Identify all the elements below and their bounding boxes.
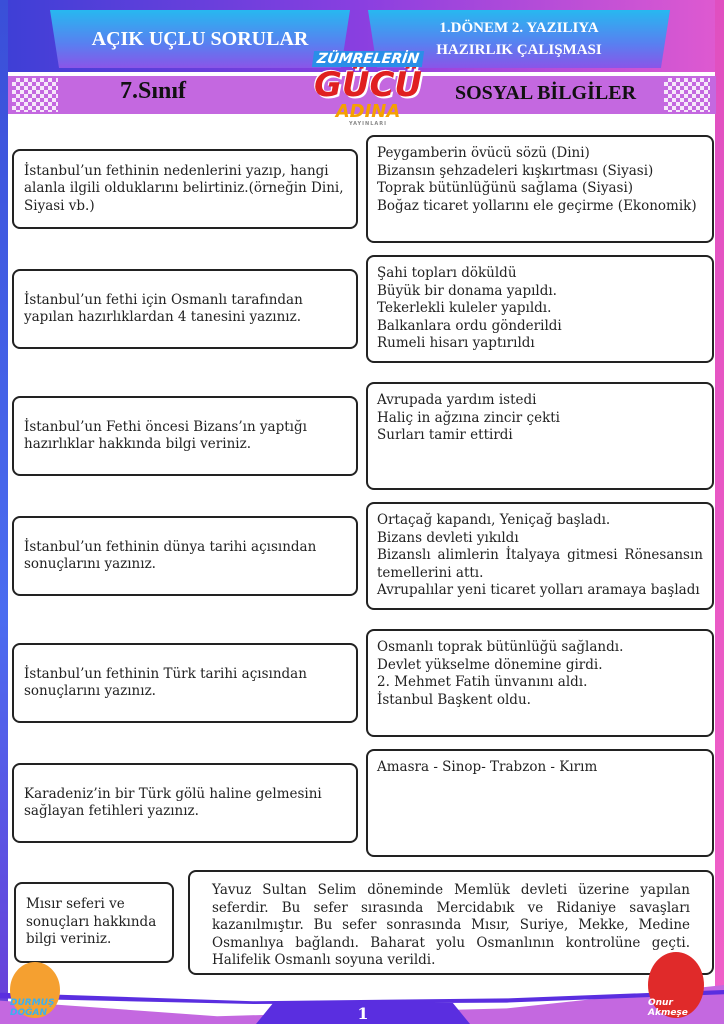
- answer-line: Haliç in ağzına zincir çekti: [377, 409, 560, 426]
- author-avatar-left: DURMUŞ DOĞAN: [10, 962, 60, 1018]
- answer-box-7: Yavuz Sultan Selim döneminde Memlük devl…: [188, 870, 714, 975]
- question-text: İstanbul’un fethinin dünya tarihi açısın…: [24, 538, 317, 573]
- answer-line: Büyük bir donama yapıldı.: [377, 282, 557, 299]
- author-avatar-right: Onur Akmeşe: [648, 952, 704, 1018]
- answer-line: Avrupada yardım istedi: [377, 392, 537, 408]
- answer-paragraph: Yavuz Sultan Selim döneminde Memlük devl…: [212, 882, 690, 968]
- pattern-decoration-left: [12, 78, 58, 112]
- question-box-2: İstanbul’un fethi için Osmanlı tarafında…: [12, 269, 358, 349]
- question-text: Karadeniz’in bir Türk gölü haline gelmes…: [24, 785, 322, 820]
- answer-box-4: Ortaçağ kapandı, Yeniçağ başladı. Bizans…: [366, 502, 714, 610]
- answer-line: İstanbul Başkent oldu.: [377, 691, 531, 708]
- answer-box-2: Şahi topları döküldü Büyük bir donama ya…: [366, 255, 714, 363]
- exam-title-line1: 1.DÖNEM 2. YAZILIYA: [439, 20, 599, 36]
- answer-box-1: Peygamberin övücü sözü (Dini) Bizansın ş…: [366, 135, 714, 243]
- subject-banner: [8, 76, 716, 114]
- question-box-3: İstanbul’un Fethi öncesi Bizans’ın yaptı…: [12, 396, 358, 476]
- question-box-1: İstanbul’un fethinin nedenlerini yazıp, …: [12, 149, 358, 229]
- grade-label: 7.Sınıf: [120, 78, 187, 104]
- frame-right: [715, 0, 724, 1024]
- answer-line: Devlet yükselme dönemine girdi.: [377, 656, 603, 673]
- answer-line: Rumeli hisarı yaptırıldı: [377, 335, 535, 351]
- answer-box-6: Amasra - Sinop- Trabzon - Kırım: [366, 749, 714, 857]
- answer-line: Bizans devleti yıkıldı: [377, 529, 519, 546]
- logo-line3: ADINA: [335, 101, 401, 122]
- subject-label: SOSYAL BİLGİLER: [455, 82, 637, 104]
- question-text: İstanbul’un fethinin nedenlerini yazıp, …: [24, 162, 344, 214]
- logo-line1: ZÜMRELERİN: [311, 51, 425, 67]
- question-box-4: İstanbul’un fethinin dünya tarihi açısın…: [12, 516, 358, 596]
- answer-line: Bizansın şehzadeleri kışkırtması (Siyasi…: [377, 162, 654, 179]
- answer-box-5: Osmanlı toprak bütünlüğü sağlandı. Devle…: [366, 629, 714, 737]
- page-number: 1: [256, 1003, 470, 1024]
- logo-line2: GÜCÜ: [313, 65, 423, 105]
- exam-title-line2: HAZIRLIK ÇALIŞMASI: [436, 42, 602, 58]
- question-box-6: Karadeniz’in bir Türk gölü haline gelmes…: [12, 763, 358, 843]
- answer-box-3: Avrupada yardım istedi Haliç in ağzına z…: [366, 382, 714, 490]
- logo-line4: YAYINLARI: [349, 121, 387, 127]
- question-box-7: Mısır seferi ve sonuçları hakkında bilgi…: [14, 882, 174, 963]
- answer-line: Osmanlı toprak bütünlüğü sağlandı.: [377, 639, 624, 655]
- worksheet-type-title: AÇIK UÇLU SORULAR: [50, 10, 350, 68]
- answer-line: Avrupalılar yeni ticaret yolları aramaya…: [377, 582, 700, 598]
- answer-line: Ortaçağ kapandı, Yeniçağ başladı.: [377, 512, 611, 528]
- question-text: Mısır seferi ve sonuçları hakkında bilgi…: [26, 896, 157, 948]
- author-name-left: DURMUŞ DOĞAN: [10, 998, 55, 1018]
- answer-line: Boğaz ticaret yollarını ele geçirme (Eko…: [377, 197, 697, 214]
- answer-line: Balkanlara ordu gönderildi: [377, 317, 562, 334]
- answer-line: 2. Mehmet Fatih ünvanını aldı.: [377, 674, 588, 690]
- answer-line: Peygamberin övücü sözü (Dini): [377, 145, 590, 161]
- answer-line: Surları tamir ettirdi: [377, 427, 513, 443]
- answer-line: Tekerlekli kuleler yapıldı.: [377, 300, 552, 316]
- frame-left: [0, 0, 8, 1024]
- question-text: İstanbul’un fethinin Türk tarihi açısınd…: [24, 665, 307, 700]
- publisher-logo: ZÜMRELERİN GÜCÜ ADINA YAYINLARI: [308, 48, 428, 132]
- question-text: İstanbul’un fethi için Osmanlı tarafında…: [24, 291, 303, 326]
- answer-line: Bizanslı alimlerin İtalyaya gitmesi Röne…: [377, 547, 703, 581]
- question-box-5: İstanbul’un fethinin Türk tarihi açısınd…: [12, 643, 358, 723]
- answer-line: Amasra - Sinop- Trabzon - Kırım: [377, 759, 598, 775]
- answer-line: Şahi topları döküldü: [377, 265, 517, 281]
- answer-line: Toprak bütünlüğünü sağlama (Siyasi): [377, 180, 634, 196]
- title-text: AÇIK UÇLU SORULAR: [91, 27, 309, 50]
- pattern-decoration-right: [664, 78, 710, 112]
- question-text: İstanbul’un Fethi öncesi Bizans’ın yaptı…: [24, 418, 307, 453]
- author-name-right: Onur Akmeşe: [648, 998, 688, 1018]
